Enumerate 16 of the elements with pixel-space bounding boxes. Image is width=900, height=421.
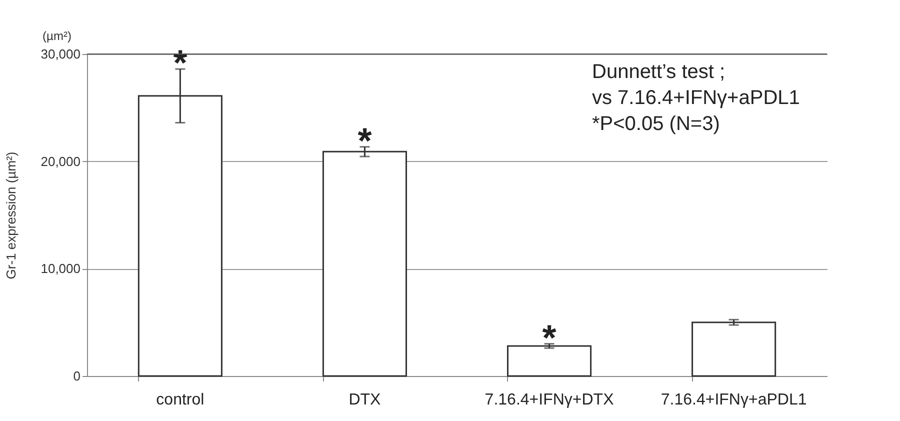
x-tick-label: control — [156, 392, 204, 408]
annotation: * — [358, 120, 372, 161]
text: (µm²) — [42, 29, 72, 43]
bar — [692, 322, 776, 377]
x-tick-label: 7.16.4+IFNγ+aPDL1 — [660, 392, 807, 408]
annotation: * — [542, 316, 556, 358]
y-tick-label: 30,000 — [40, 46, 80, 62]
annotation: Dunnett’s test ; vs 7.16.4+IFNγ+aPDL1 *P<0.05 (N=3) — [592, 61, 800, 135]
bar — [322, 150, 407, 377]
y-axis-title: Gr-1 expression (µm²) — [4, 152, 19, 280]
bar — [507, 345, 592, 377]
y-tick-label: 20,000 — [40, 154, 80, 169]
y-tick-label: 10,000 — [40, 261, 80, 276]
y-tick-label: 0 — [73, 368, 80, 384]
x-tick-label: 7.16.4+IFNγ+DTX — [484, 392, 614, 408]
x-tick-label: DTX — [348, 392, 382, 408]
